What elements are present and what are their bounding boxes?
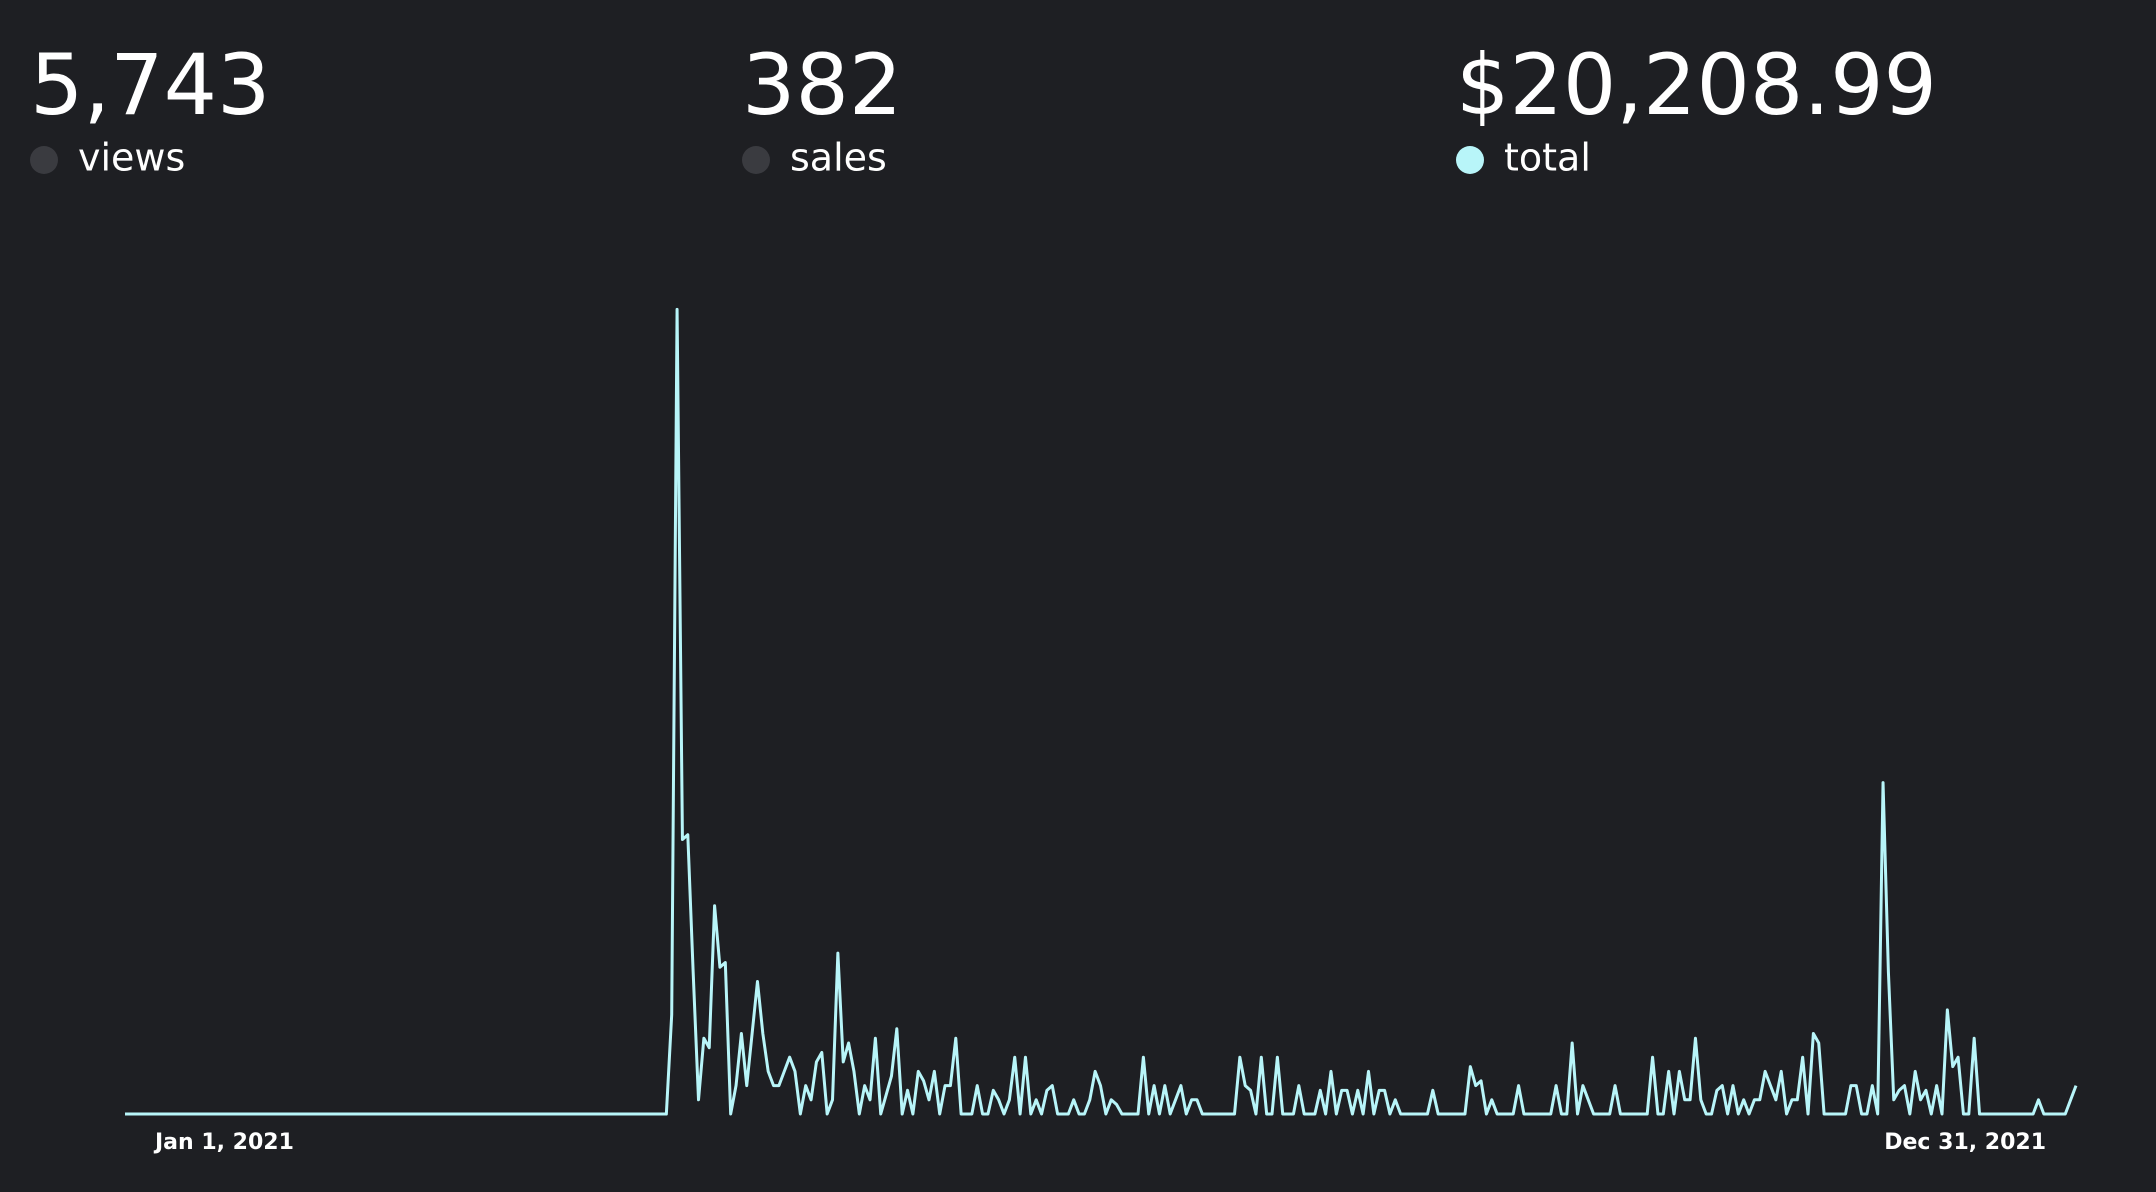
x-tick-label: Jan 1, 2021 xyxy=(153,1130,294,1155)
stat-value: 382 xyxy=(742,36,902,134)
stat-label: views xyxy=(78,136,185,180)
stat-label: total xyxy=(1504,136,1591,180)
x-tick-label: Dec 31, 2021 xyxy=(1884,1130,2046,1155)
legend-dot xyxy=(1456,146,1484,174)
legend-dot xyxy=(742,146,770,174)
stat-value: 5,743 xyxy=(30,36,270,134)
legend-dot xyxy=(30,146,58,174)
stat-label: sales xyxy=(790,136,887,180)
series-line xyxy=(125,307,2078,1116)
stat-value: $20,208.99 xyxy=(1456,36,1937,134)
